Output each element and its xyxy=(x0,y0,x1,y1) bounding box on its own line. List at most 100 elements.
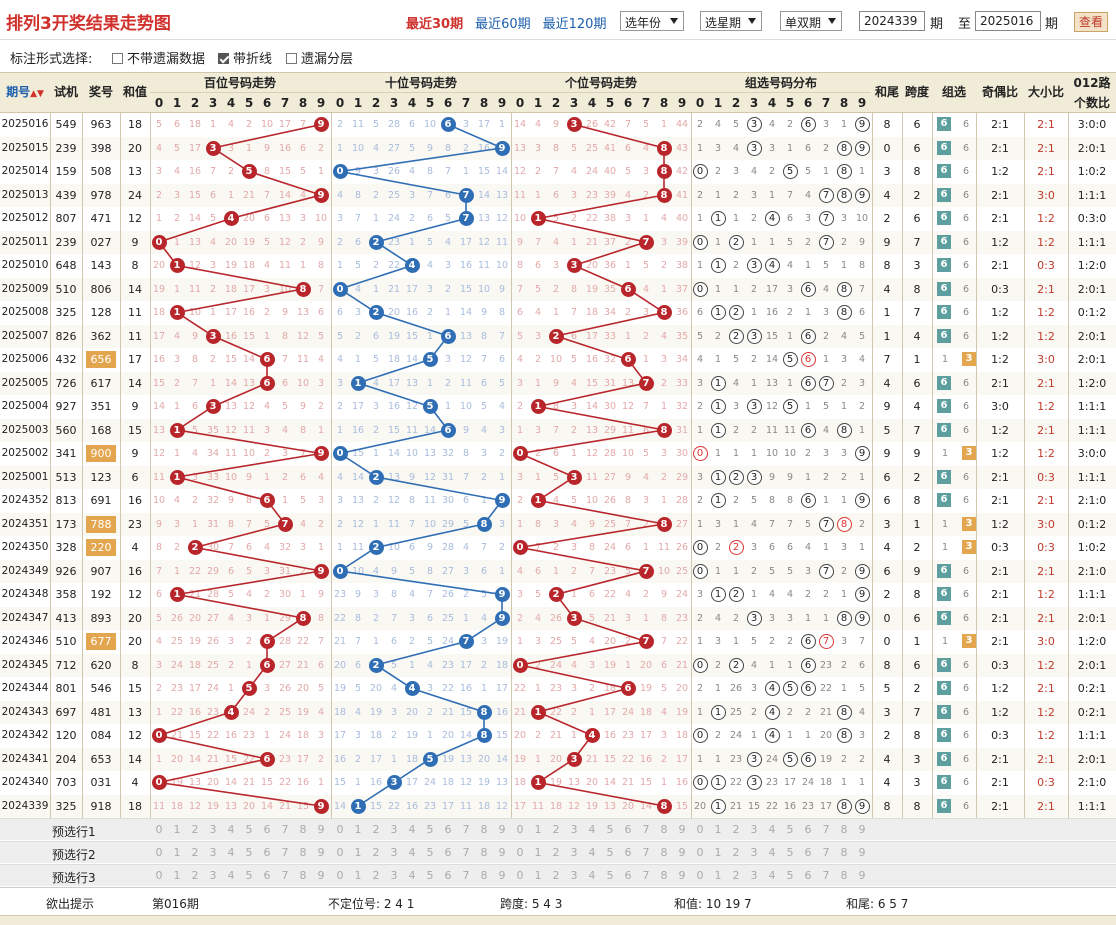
preview-digit[interactable]: 0 xyxy=(696,823,704,836)
preview-digit[interactable]: 2 xyxy=(191,869,199,882)
preview-digit[interactable]: 2 xyxy=(191,846,199,859)
preview-digit[interactable]: 2 xyxy=(191,823,199,836)
checkbox-box[interactable] xyxy=(286,53,297,64)
preview-digit[interactable]: 1 xyxy=(173,846,181,859)
preview-digit[interactable]: 7 xyxy=(462,823,470,836)
preview-digit[interactable]: 1 xyxy=(354,846,362,859)
preview-digit[interactable]: 9 xyxy=(858,846,866,859)
preview-digit[interactable]: 2 xyxy=(372,869,380,882)
preview-digit[interactable]: 6 xyxy=(804,823,812,836)
preview-digit[interactable]: 7 xyxy=(642,869,650,882)
preview-digit[interactable]: 3 xyxy=(390,823,398,836)
preview-digit[interactable]: 7 xyxy=(822,823,830,836)
preview-digit[interactable]: 1 xyxy=(714,869,722,882)
preview-digit[interactable]: 6 xyxy=(444,823,452,836)
preview-digit[interactable]: 3 xyxy=(390,869,398,882)
preview-digit[interactable]: 3 xyxy=(750,823,758,836)
preview-digit[interactable]: 6 xyxy=(624,823,632,836)
preview-digit[interactable]: 3 xyxy=(390,846,398,859)
preview-digit[interactable]: 9 xyxy=(498,846,506,859)
preview-digit[interactable]: 9 xyxy=(317,823,325,836)
view-button[interactable]: 查看 xyxy=(1074,12,1108,32)
preview-digit[interactable]: 5 xyxy=(606,869,614,882)
preview-digit[interactable]: 9 xyxy=(678,869,686,882)
preview-digit[interactable]: 2 xyxy=(372,823,380,836)
preview-digit[interactable]: 1 xyxy=(354,869,362,882)
preview-digit[interactable]: 1 xyxy=(354,823,362,836)
preview-digit[interactable]: 0 xyxy=(155,846,163,859)
preview-digit[interactable]: 4 xyxy=(588,823,596,836)
preview-digit[interactable]: 8 xyxy=(840,846,848,859)
preview-digit[interactable]: 4 xyxy=(227,823,235,836)
checkbox-polyline[interactable]: 带折线 xyxy=(218,48,272,67)
preview-digit[interactable]: 3 xyxy=(750,869,758,882)
preview-digit[interactable]: 7 xyxy=(642,846,650,859)
quick-range-0[interactable]: 最近30期 xyxy=(406,17,464,32)
week-select[interactable]: 选星期 xyxy=(700,11,762,31)
preview-digit[interactable]: 9 xyxy=(858,869,866,882)
preview-digit[interactable]: 4 xyxy=(768,823,776,836)
preview-digit[interactable]: 3 xyxy=(209,846,217,859)
preview-digit[interactable]: 8 xyxy=(660,846,668,859)
preview-digit[interactable]: 7 xyxy=(462,869,470,882)
preview-digit[interactable]: 5 xyxy=(606,846,614,859)
preview-digit[interactable]: 8 xyxy=(480,823,488,836)
preview-digit[interactable]: 2 xyxy=(732,823,740,836)
preview-digit[interactable]: 4 xyxy=(408,869,416,882)
preview-digit[interactable]: 8 xyxy=(840,869,848,882)
preview-digit[interactable]: 8 xyxy=(660,869,668,882)
preview-digit[interactable]: 5 xyxy=(426,846,434,859)
parity-select[interactable]: 单双期 xyxy=(780,11,842,31)
preview-digit[interactable]: 3 xyxy=(209,869,217,882)
preview-digit[interactable]: 4 xyxy=(408,823,416,836)
preview-digit[interactable]: 2 xyxy=(732,869,740,882)
preview-digit[interactable]: 0 xyxy=(696,846,704,859)
preview-digit[interactable]: 4 xyxy=(588,869,596,882)
preview-digit[interactable]: 4 xyxy=(588,846,596,859)
preview-digit[interactable]: 5 xyxy=(786,869,794,882)
preview-digit[interactable]: 6 xyxy=(804,869,812,882)
preview-digit[interactable]: 8 xyxy=(480,846,488,859)
preview-digit[interactable]: 3 xyxy=(209,823,217,836)
preview-digit[interactable]: 4 xyxy=(227,869,235,882)
preview-digit[interactable]: 4 xyxy=(408,846,416,859)
preview-digit[interactable]: 5 xyxy=(245,846,253,859)
preview-digit[interactable]: 2 xyxy=(552,846,560,859)
preview-digit[interactable]: 4 xyxy=(768,869,776,882)
preview-digit[interactable]: 7 xyxy=(281,869,289,882)
preview-digit[interactable]: 7 xyxy=(822,846,830,859)
preview-digit[interactable]: 0 xyxy=(336,823,344,836)
preview-digit[interactable]: 5 xyxy=(786,846,794,859)
preview-digit[interactable]: 6 xyxy=(444,869,452,882)
preview-digit[interactable]: 1 xyxy=(173,823,181,836)
preview-digit[interactable]: 3 xyxy=(570,846,578,859)
preview-digit[interactable]: 0 xyxy=(155,823,163,836)
preview-digit[interactable]: 7 xyxy=(281,846,289,859)
checkbox-box[interactable] xyxy=(218,53,229,64)
preview-digit[interactable]: 5 xyxy=(606,823,614,836)
preview-digit[interactable]: 8 xyxy=(299,869,307,882)
preview-digit[interactable]: 6 xyxy=(804,846,812,859)
checkbox-no-omission[interactable]: 不带遗漏数据 xyxy=(112,48,205,67)
preview-digit[interactable]: 7 xyxy=(462,846,470,859)
preview-digit[interactable]: 6 xyxy=(444,846,452,859)
preview-digit[interactable]: 0 xyxy=(336,846,344,859)
preview-digit[interactable]: 1 xyxy=(534,846,542,859)
preview-digit[interactable]: 2 xyxy=(732,846,740,859)
preview-digit[interactable]: 3 xyxy=(750,846,758,859)
preview-digit[interactable]: 8 xyxy=(660,823,668,836)
preview-digit[interactable]: 1 xyxy=(534,823,542,836)
preview-digit[interactable]: 5 xyxy=(245,869,253,882)
from-issue-input[interactable]: 2024339 xyxy=(859,11,925,31)
preview-digit[interactable]: 0 xyxy=(155,869,163,882)
preview-digit[interactable]: 9 xyxy=(678,846,686,859)
preview-digit[interactable]: 7 xyxy=(281,823,289,836)
checkbox-box[interactable] xyxy=(112,53,123,64)
preview-digit[interactable]: 9 xyxy=(317,869,325,882)
to-issue-input[interactable]: 2025016 xyxy=(975,11,1041,31)
preview-digit[interactable]: 9 xyxy=(678,823,686,836)
preview-digit[interactable]: 2 xyxy=(552,823,560,836)
preview-digit[interactable]: 1 xyxy=(714,846,722,859)
preview-digit[interactable]: 9 xyxy=(498,823,506,836)
issue-header[interactable]: 期号▲▼ xyxy=(0,83,50,100)
